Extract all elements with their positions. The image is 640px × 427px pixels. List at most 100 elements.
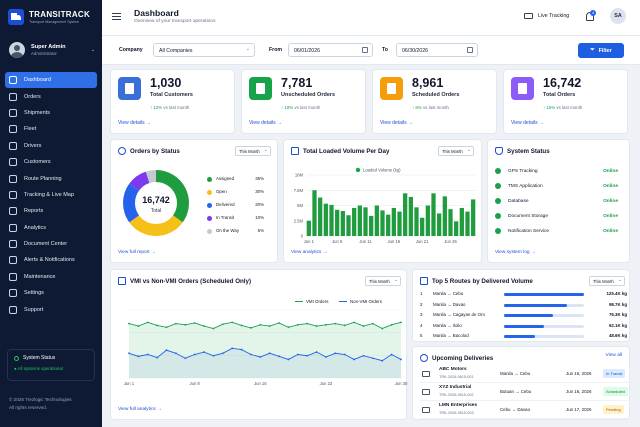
data-point[interactable] bbox=[128, 352, 130, 355]
data-point[interactable] bbox=[174, 322, 177, 325]
sidebar-item-drivers[interactable]: Drivers bbox=[5, 138, 97, 154]
volume-bar[interactable] bbox=[363, 207, 368, 236]
data-point[interactable] bbox=[400, 321, 402, 324]
live-tracking-button[interactable]: Live Tracking bbox=[524, 13, 569, 19]
data-point[interactable] bbox=[193, 322, 196, 324]
volume-bar[interactable] bbox=[397, 211, 402, 236]
donut-slice-on-the-way[interactable] bbox=[145, 170, 156, 184]
sidebar-item-reports[interactable]: Reports bbox=[5, 203, 97, 219]
data-point[interactable] bbox=[353, 358, 356, 361]
volume-bar[interactable] bbox=[454, 221, 459, 236]
route-row[interactable]: 4 Manila → Iloilo 62.1K kg bbox=[420, 323, 633, 331]
data-point[interactable] bbox=[137, 325, 140, 327]
data-point[interactable] bbox=[146, 353, 149, 356]
data-point[interactable] bbox=[128, 322, 130, 325]
data-point[interactable] bbox=[165, 326, 168, 329]
sidebar-item-document-center[interactable]: Document Center bbox=[5, 236, 97, 252]
delivery-row[interactable]: XYZ Industrial TRK-2026-0615-002 Butuan → … bbox=[420, 384, 633, 401]
sidebar-item-dashboard[interactable]: Dashboard bbox=[5, 72, 97, 89]
volume-bar[interactable] bbox=[329, 204, 334, 236]
period-select[interactable]: This Month bbox=[589, 276, 625, 286]
data-point[interactable] bbox=[381, 327, 384, 330]
volume-bar[interactable] bbox=[318, 197, 323, 236]
data-point[interactable] bbox=[240, 324, 243, 327]
view-full-report-link[interactable]: View full report → bbox=[118, 250, 156, 255]
data-point[interactable] bbox=[343, 324, 346, 327]
data-point[interactable] bbox=[334, 322, 337, 325]
donut-slice-delivered[interactable] bbox=[123, 183, 140, 223]
company-select[interactable]: All Companies ⌄ bbox=[153, 43, 255, 57]
data-point[interactable] bbox=[156, 324, 159, 327]
data-point[interactable] bbox=[174, 352, 177, 355]
data-point[interactable] bbox=[212, 327, 215, 330]
sidebar-item-tracking-live-map[interactable]: Tracking & Live Map bbox=[5, 187, 97, 203]
data-point[interactable] bbox=[287, 358, 290, 361]
data-point[interactable] bbox=[137, 355, 140, 358]
data-point[interactable] bbox=[315, 351, 318, 353]
view-details-link[interactable]: View details → bbox=[118, 120, 151, 126]
view-details-link[interactable]: View details → bbox=[380, 120, 413, 126]
data-point[interactable] bbox=[184, 323, 187, 326]
data-point[interactable] bbox=[259, 356, 262, 358]
sidebar-item-support[interactable]: Support bbox=[5, 301, 97, 317]
delivery-row[interactable]: ABC Motors TRK-2026-0615-001 Manila → Cebu… bbox=[420, 366, 633, 383]
route-row[interactable]: 5 Manila → Bacolod 48.6K kg bbox=[420, 333, 633, 341]
volume-bar[interactable] bbox=[414, 207, 419, 236]
volume-bar[interactable] bbox=[323, 203, 328, 236]
data-point[interactable] bbox=[231, 347, 234, 350]
period-select[interactable]: This Month bbox=[438, 146, 474, 156]
view-all-link[interactable]: View all bbox=[605, 353, 622, 358]
sidebar-item-maintenance[interactable]: Maintenance bbox=[5, 269, 97, 285]
brand[interactable]: TRANSITRACK Transport Management System bbox=[8, 9, 90, 25]
volume-bar[interactable] bbox=[442, 196, 447, 236]
data-point[interactable] bbox=[165, 349, 168, 352]
from-date-input[interactable]: 06/01/2026 bbox=[288, 43, 373, 57]
volume-bar[interactable] bbox=[448, 209, 453, 236]
sidebar-item-alerts-notifications[interactable]: Alerts & Notifications bbox=[5, 252, 97, 268]
sidebar-item-analytics[interactable]: Analytics bbox=[5, 220, 97, 236]
data-point[interactable] bbox=[353, 321, 356, 324]
data-point[interactable] bbox=[334, 352, 337, 355]
data-point[interactable] bbox=[381, 359, 384, 362]
data-point[interactable] bbox=[221, 352, 224, 355]
data-point[interactable] bbox=[250, 327, 252, 329]
data-point[interactable] bbox=[287, 326, 290, 329]
volume-bar[interactable] bbox=[465, 211, 470, 236]
sidebar-item-settings[interactable]: Settings bbox=[5, 285, 97, 301]
route-row[interactable]: 1 Manila → Cebu 125.4K kg bbox=[420, 291, 633, 299]
route-row[interactable]: 2 Manila → Davao 98.7K kg bbox=[420, 302, 633, 310]
data-point[interactable] bbox=[306, 354, 309, 357]
route-row[interactable]: 3 Manila → Cagayan de Oro 76.3K kg bbox=[420, 312, 633, 320]
data-point[interactable] bbox=[325, 323, 327, 326]
data-point[interactable] bbox=[390, 353, 393, 356]
data-point[interactable] bbox=[278, 355, 280, 358]
data-point[interactable] bbox=[146, 321, 149, 324]
data-point[interactable] bbox=[343, 353, 346, 356]
volume-bar[interactable] bbox=[335, 209, 340, 236]
data-point[interactable] bbox=[250, 353, 252, 356]
donut-slice-in-transit[interactable] bbox=[129, 171, 150, 191]
delivery-row[interactable]: LMN Enterprises TRK-2026-0615-003 Cebu → D… bbox=[420, 402, 633, 419]
volume-bar[interactable] bbox=[352, 207, 357, 236]
data-point[interactable] bbox=[240, 348, 243, 351]
donut-slice-assigned[interactable] bbox=[156, 170, 189, 223]
volume-bar[interactable] bbox=[459, 207, 464, 236]
volume-bar[interactable] bbox=[386, 214, 391, 236]
sidebar-item-route-planning[interactable]: Route Planning bbox=[5, 170, 97, 186]
sidebar-item-customers[interactable]: Customers bbox=[5, 154, 97, 170]
period-select[interactable]: This Month bbox=[365, 276, 401, 286]
data-point[interactable] bbox=[259, 323, 262, 326]
data-point[interactable] bbox=[306, 322, 309, 325]
volume-bar[interactable] bbox=[374, 205, 379, 237]
menu-toggle-icon[interactable] bbox=[112, 13, 121, 20]
volume-bar[interactable] bbox=[408, 196, 413, 236]
user-menu[interactable]: Super Admin Administrator ⌄ bbox=[9, 42, 95, 58]
data-point[interactable] bbox=[325, 356, 327, 358]
data-point[interactable] bbox=[371, 322, 374, 325]
volume-bar[interactable] bbox=[380, 210, 385, 236]
volume-bar[interactable] bbox=[391, 207, 396, 236]
volume-bar[interactable] bbox=[420, 217, 425, 236]
data-point[interactable] bbox=[362, 325, 365, 327]
data-point[interactable] bbox=[193, 353, 196, 356]
period-select[interactable]: This Month bbox=[235, 146, 271, 156]
